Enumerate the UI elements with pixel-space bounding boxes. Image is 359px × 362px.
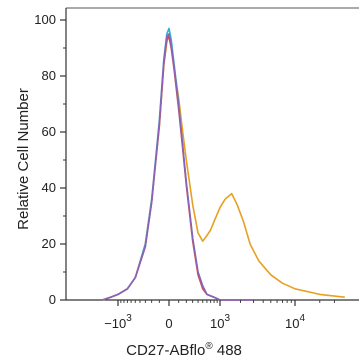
y-axis-ticks: 0 20 40 60 80 100 (34, 12, 66, 307)
y-tick-label: 100 (34, 12, 56, 27)
x-tick-label: 0 (165, 316, 172, 331)
series-line-2 (102, 27, 254, 301)
y-tick-label: 0 (49, 292, 56, 307)
x-tick-label: 104 (285, 313, 305, 331)
y-axis-title: Relative Cell Number (15, 88, 32, 230)
x-axis-title-registered: ® (205, 341, 213, 352)
series-layer (102, 27, 345, 301)
y-tick-label: 40 (42, 180, 56, 195)
y-tick-label: 20 (42, 236, 56, 251)
plot-frame (65, 7, 359, 301)
series-line-4 (102, 33, 254, 301)
x-axis-title-suffix: 488 (213, 342, 242, 359)
x-tick-label: 103 (210, 313, 230, 331)
y-tick-label: 80 (42, 68, 56, 83)
x-axis-title: CD27-ABflo® 488 (126, 341, 242, 359)
y-tick-label: 60 (42, 124, 56, 139)
x-axis-ticks: −103 0 103 104 (104, 300, 335, 331)
x-tick-label: −103 (104, 313, 132, 331)
series-line-3 (102, 36, 254, 301)
x-axis-title-main: CD27-ABflo (126, 342, 205, 359)
series-line-1 (102, 33, 345, 301)
